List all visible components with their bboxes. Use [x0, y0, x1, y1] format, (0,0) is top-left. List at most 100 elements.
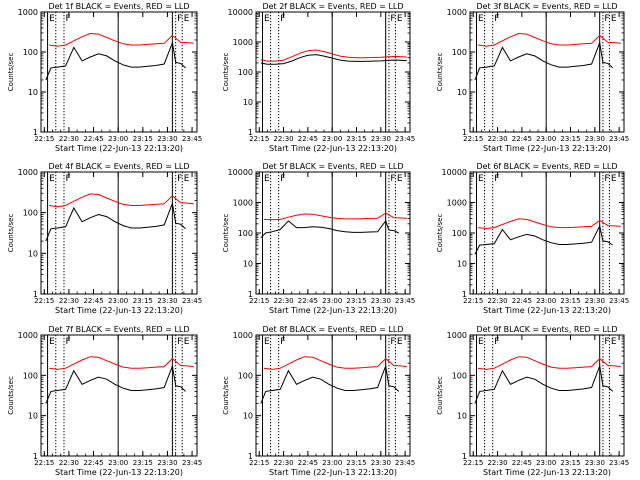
x-tick-label: 22:30	[59, 135, 79, 143]
events-series-line	[45, 364, 186, 404]
x-tick-label: 23:15	[346, 459, 366, 467]
y-axis-label: Counts/sec	[222, 214, 230, 253]
marker-label: E	[397, 14, 403, 24]
x-tick-label: 22:30	[487, 297, 507, 305]
lld-series-line	[264, 356, 407, 370]
events-series-line	[45, 201, 186, 242]
plot-frame	[469, 334, 625, 457]
x-axis-label: Start Time (22-Jun-13 22:13:20)	[55, 144, 183, 153]
y-tick-label: 1000	[447, 199, 467, 208]
x-tick-label: 23:30	[371, 135, 391, 143]
chart-title: Det 6f BLACK = Events, RED = LLD	[476, 162, 617, 171]
y-tick-label: 10	[457, 88, 467, 97]
y-tick-label: 10	[457, 260, 467, 269]
marker-label: F	[390, 337, 395, 347]
x-tick-label: 22:15	[34, 135, 54, 143]
y-tick-label: 10	[28, 412, 38, 421]
y-axis-label: Counts/sec	[7, 376, 15, 415]
x-tick-label: 23:30	[585, 135, 605, 143]
x-tick-label: 23:00	[108, 459, 128, 467]
x-tick-label: 22:15	[463, 459, 483, 467]
x-axis-label: Start Time (22-Jun-13 22:13:20)	[483, 306, 611, 315]
lld-series-line	[478, 32, 621, 47]
plot-frame	[255, 11, 411, 133]
x-tick-label: 22:15	[249, 297, 269, 305]
x-tick-label: 23:45	[609, 135, 629, 143]
marker-label: F	[604, 14, 609, 24]
y-tick-label: 100	[452, 48, 467, 57]
y-tick-label: 100	[23, 209, 38, 218]
lld-series-line	[49, 32, 194, 47]
x-tick-label: 22:45	[83, 135, 103, 143]
y-tick-label: 1	[33, 290, 38, 299]
x-tick-label: 23:45	[609, 297, 629, 305]
y-tick-label: 1000	[447, 8, 467, 17]
events-series-line	[260, 364, 400, 404]
marker-label: E	[264, 337, 270, 347]
chart-panel: Det 3f BLACK = Events, RED = LLD Counts/s…	[436, 2, 629, 153]
y-tick-label: 1000	[233, 331, 253, 340]
y-tick-label: 1	[248, 128, 253, 137]
chart-title: Det 3f BLACK = Events, RED = LLD	[476, 2, 617, 11]
chart-panel: Det 4f BLACK = Events, RED = LLD Counts/s…	[7, 162, 202, 315]
x-tick-label: 23:00	[322, 297, 342, 305]
x-tick-label: 23:15	[133, 135, 153, 143]
x-tick-label: 23:15	[560, 297, 580, 305]
x-tick-label: 23:30	[157, 135, 177, 143]
y-tick-label: 1000	[447, 331, 467, 340]
y-axis-label: Counts/sec	[222, 53, 230, 92]
marker-label: F	[177, 174, 182, 184]
y-tick-label: 100	[23, 48, 38, 57]
x-tick-label: 22:30	[487, 135, 507, 143]
y-tick-label: 10000	[442, 168, 467, 177]
marker-label: E	[611, 14, 617, 24]
y-tick-label: 10	[243, 412, 253, 421]
marker-label: F	[177, 14, 182, 24]
marker-label: E	[397, 174, 403, 184]
y-tick-label: 1	[248, 290, 253, 299]
marker-label: F	[65, 174, 70, 184]
lld-series-line	[478, 356, 621, 370]
lld-series-line	[478, 218, 621, 230]
y-tick-label: 1	[248, 452, 253, 461]
x-axis-label: Start Time (22-Jun-13 22:13:20)	[269, 306, 397, 315]
marker-label: F	[604, 174, 609, 184]
chart-panel: Det 9f BLACK = Events, RED = LLD Counts/s…	[436, 325, 629, 477]
x-tick-label: 23:30	[157, 459, 177, 467]
marker-label: E	[611, 174, 617, 184]
x-tick-label: 23:00	[536, 459, 556, 467]
marker-label: E	[264, 174, 270, 184]
y-tick-label: 1	[33, 452, 38, 461]
chart-panel: Det 8f BLACK = Events, RED = LLD Counts/s…	[222, 325, 415, 477]
x-tick-label: 22:45	[298, 135, 318, 143]
events-series-line	[474, 364, 614, 404]
y-tick-label: 10	[28, 88, 38, 97]
x-tick-label: 23:15	[560, 135, 580, 143]
x-axis-label: Start Time (22-Jun-13 22:13:20)	[269, 468, 397, 477]
x-tick-label: 22:45	[298, 297, 318, 305]
lld-series-line	[264, 212, 407, 221]
marker-label: E	[611, 337, 617, 347]
marker-label: F	[65, 337, 70, 347]
events-series-line	[474, 224, 613, 255]
x-tick-label: 22:15	[249, 135, 269, 143]
lld-series-line	[49, 356, 194, 370]
marker-label: F	[65, 14, 70, 24]
x-tick-label: 23:00	[322, 135, 342, 143]
y-tick-label: 1000	[233, 38, 253, 47]
y-tick-label: 10000	[228, 168, 253, 177]
x-tick-label: 23:45	[182, 297, 202, 305]
marker-label: F	[494, 174, 499, 184]
x-tick-label: 22:45	[83, 297, 103, 305]
x-tick-label: 23:15	[346, 135, 366, 143]
chart-title: Det 5f BLACK = Events, RED = LLD	[262, 162, 403, 171]
x-tick-label: 23:45	[395, 135, 415, 143]
y-tick-label: 1	[462, 452, 467, 461]
y-tick-label: 100	[238, 229, 253, 238]
marker-label: E	[478, 337, 484, 347]
y-axis-label: Counts/sec	[436, 376, 444, 415]
x-axis-label: Start Time (22-Jun-13 22:13:20)	[483, 468, 611, 477]
x-tick-label: 23:45	[182, 135, 202, 143]
marker-label: E	[184, 14, 190, 24]
